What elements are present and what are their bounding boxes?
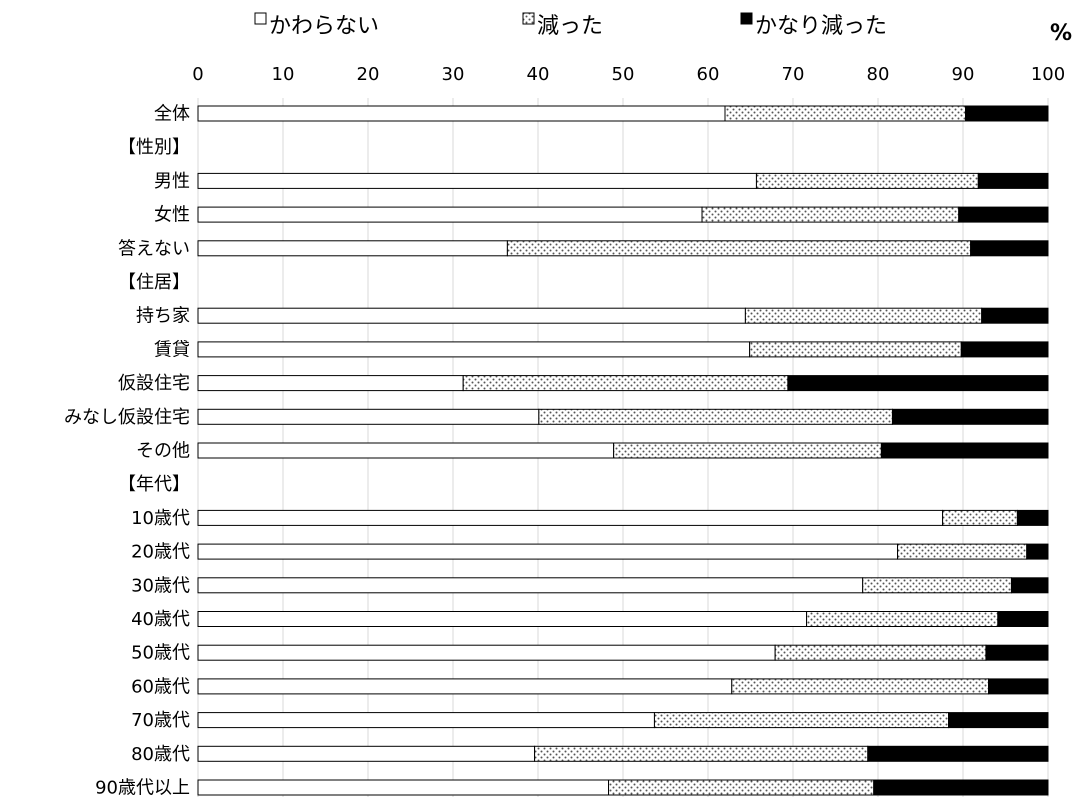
x-tick-label: 40 — [527, 64, 550, 85]
bar-segment-1 — [197, 712, 655, 729]
bar-segment-1 — [197, 611, 808, 627]
category-label: その他 — [136, 441, 190, 462]
bar-segment-3 — [873, 779, 1049, 796]
bar-segment-2 — [608, 779, 875, 796]
x-tick-label: 20 — [357, 64, 380, 85]
legend-label-1: かわらない — [269, 14, 379, 39]
bar-segment-2 — [862, 577, 1012, 594]
x-tick-label: 100 — [1031, 64, 1065, 85]
bar-segment-2 — [653, 712, 950, 729]
bar-segment-2 — [744, 307, 983, 324]
bar-segment-2 — [942, 509, 1018, 526]
category-label: 60歳代 — [131, 676, 190, 697]
bar-segment-1 — [197, 408, 540, 425]
bar-segment-2 — [701, 206, 960, 223]
category-label: 10歳代 — [131, 508, 190, 529]
bar-segment-2 — [506, 240, 972, 257]
bar-segment-1 — [197, 543, 899, 560]
category-label: みなし仮設住宅 — [64, 407, 190, 428]
legend-swatch-3 — [740, 12, 753, 25]
bar-segment-3 — [965, 105, 1049, 122]
category-label: 40歳代 — [131, 609, 190, 630]
bar-segment-3 — [1026, 543, 1049, 560]
category-label: 【住居】 — [118, 272, 190, 293]
bar-segment-1 — [197, 240, 508, 257]
bar-segment-2 — [613, 442, 882, 459]
bar-segment-2 — [731, 678, 989, 695]
bars — [197, 105, 1049, 796]
bar-segment-2 — [749, 341, 962, 358]
bar-segment-3 — [891, 408, 1049, 425]
bar-segment-3 — [1016, 509, 1049, 526]
bar-segment-2 — [897, 543, 1028, 560]
legend-label-2: 減った — [537, 14, 603, 39]
category-label: 【年代】 — [118, 474, 190, 495]
category-label: 賃貸 — [154, 339, 190, 360]
bar-segment-1 — [197, 442, 615, 459]
category-label: 90歳代以上 — [95, 778, 190, 798]
bar-segment-1 — [197, 105, 726, 122]
legend-label-3: かなり減った — [755, 14, 887, 39]
bar-segment-3 — [1010, 577, 1049, 594]
legend-swatch-1 — [254, 12, 267, 25]
x-tick-label: 0 — [192, 64, 203, 85]
category-label: 80歳代 — [131, 744, 190, 765]
category-label: 【性別】 — [118, 137, 190, 158]
category-label: 全体 — [154, 104, 190, 125]
bar-segment-2 — [534, 745, 869, 762]
category-label: 30歳代 — [131, 575, 190, 596]
category-label: 仮設住宅 — [118, 373, 190, 394]
x-axis-ticks: 0 10 20 30 40 50 60 70 80 90 100 — [192, 64, 1065, 85]
x-tick-label: 90 — [952, 64, 975, 85]
bar-segment-1 — [197, 577, 864, 594]
bar-segment-3 — [988, 678, 1049, 695]
bar-segment-3 — [787, 375, 1049, 392]
legend: かわらない 減った かなり減った — [254, 12, 887, 39]
x-tick-label: 50 — [612, 64, 635, 85]
bar-segment-1 — [197, 206, 703, 223]
x-tick-label: 80 — [867, 64, 890, 85]
category-label: 50歳代 — [131, 643, 190, 664]
bar-segment-3 — [981, 307, 1049, 324]
bar-segment-3 — [958, 206, 1049, 223]
bar-segment-2 — [806, 611, 999, 627]
category-label: 20歳代 — [131, 542, 190, 563]
bar-segment-3 — [985, 644, 1049, 661]
bar-segment-2 — [462, 375, 789, 392]
bar-segment-1 — [197, 509, 944, 526]
category-label: 男性 — [154, 171, 190, 192]
bar-segment-3 — [997, 611, 1049, 627]
bar-segment-1 — [197, 341, 751, 358]
x-tick-label: 70 — [782, 64, 805, 85]
bar-segment-3 — [867, 745, 1049, 762]
bar-segment-3 — [948, 712, 1049, 729]
category-labels: 全体【性別】男性女性答えない【住居】持ち家賃貸仮設住宅みなし仮設住宅その他【年代… — [64, 104, 190, 798]
bar-segment-2 — [755, 172, 979, 189]
category-label: 女性 — [154, 205, 190, 226]
bar-segment-3 — [960, 341, 1049, 358]
bar-segment-1 — [197, 644, 776, 661]
bar-segment-1 — [197, 745, 536, 762]
bar-segment-3 — [970, 240, 1049, 257]
x-tick-label: 30 — [442, 64, 465, 85]
bar-segment-1 — [197, 172, 757, 189]
bar-segment-1 — [197, 375, 464, 392]
bar-segment-1 — [197, 678, 733, 695]
category-label: 答えない — [118, 238, 190, 259]
bar-segment-3 — [880, 442, 1049, 459]
bar-segment-3 — [977, 172, 1049, 189]
legend-swatch-2 — [522, 12, 535, 25]
x-tick-label: 60 — [697, 64, 720, 85]
category-label: 70歳代 — [131, 710, 190, 731]
category-label: 持ち家 — [136, 306, 190, 327]
bar-segment-1 — [197, 307, 746, 324]
unit-label: % — [1050, 21, 1072, 46]
bar-segment-2 — [724, 105, 967, 122]
bar-segment-2 — [538, 408, 893, 425]
bar-segment-2 — [774, 644, 987, 661]
bar-segment-1 — [197, 779, 610, 796]
x-tick-label: 10 — [272, 64, 295, 85]
